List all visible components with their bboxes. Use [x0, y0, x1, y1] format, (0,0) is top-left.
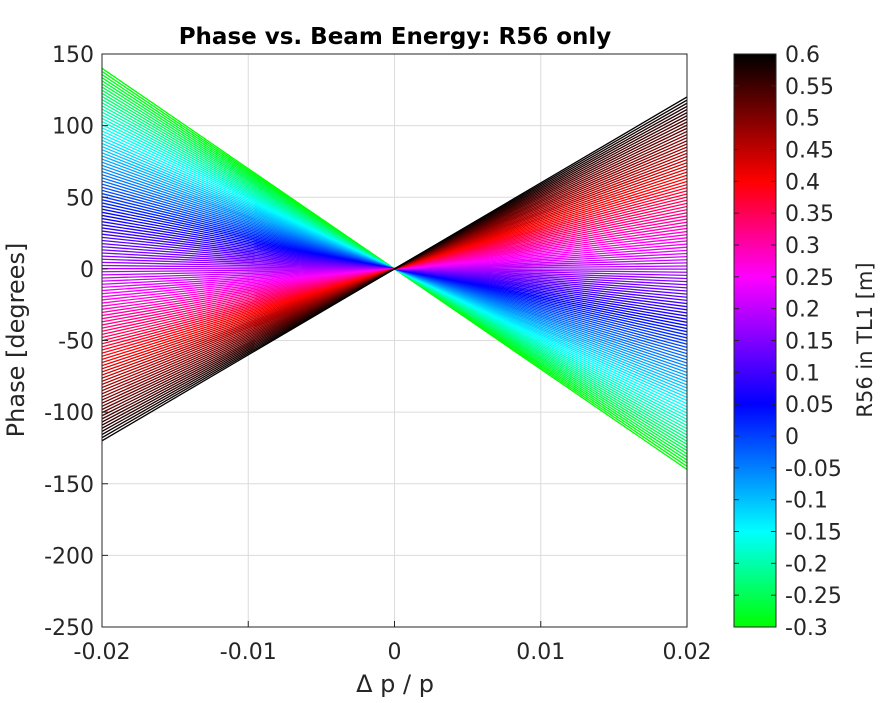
colorbar-tick-label: 0.4 — [785, 170, 820, 195]
colorbar-tick-label: 0.6 — [785, 43, 820, 68]
y-axis-ticks: -250 -200 -150 -100 -50 0 50 100 150 — [44, 43, 108, 641]
series-lines — [102, 67, 687, 470]
y-tick-label: 50 — [66, 186, 94, 211]
y-tick-label: 0 — [80, 258, 94, 283]
colorbar-tick-label: 0.2 — [785, 298, 820, 323]
x-tick-label: 0 — [388, 640, 402, 665]
colorbar-tick-label: -0.1 — [785, 489, 828, 514]
colorbar-tick-label: -0.05 — [785, 457, 842, 482]
colorbar-tick-label: 0.35 — [785, 202, 834, 227]
x-axis-label: Δ p / p — [356, 670, 434, 698]
colorbar — [733, 53, 777, 628]
y-tick-label: -150 — [44, 473, 94, 498]
colorbar-tick-label: 0.55 — [785, 75, 834, 100]
colorbar-ticks: 0.6 0.55 0.5 0.45 0.4 0.35 0.3 0.25 0.2 0.15 0.1 0.… — [734, 43, 842, 641]
colorbar-tick-label: 0 — [785, 425, 799, 450]
colorbar-tick-label: 0.15 — [785, 330, 834, 355]
colorbar-tick-label: -0.3 — [785, 616, 828, 641]
colorbar-tick-label: 0.1 — [785, 361, 820, 386]
x-tick-label: 0.02 — [663, 640, 712, 665]
chart-title: Phase vs. Beam Energy: R56 only — [179, 24, 612, 50]
x-tick-label: -0.01 — [220, 640, 277, 665]
colorbar-tick-label: 0.5 — [785, 107, 820, 132]
y-tick-label: -50 — [58, 330, 94, 355]
x-tick-label: -0.02 — [74, 640, 131, 665]
y-axis-label: Phase [degrees] — [2, 243, 30, 438]
colorbar-tick-label: -0.25 — [785, 584, 842, 609]
x-tick-label: 0.01 — [516, 640, 565, 665]
colorbar-tick-label: 0.05 — [785, 393, 834, 418]
colorbar-tick-label: 0.25 — [785, 266, 834, 291]
colorbar-tick-label: 0.3 — [785, 234, 820, 259]
y-tick-label: 100 — [52, 115, 94, 140]
y-tick-label: 150 — [52, 43, 94, 68]
colorbar-label: R56 in TL1 [m] — [853, 262, 877, 417]
y-tick-label: -250 — [44, 616, 94, 641]
colorbar-tick-label: -0.2 — [785, 552, 828, 577]
series-line — [102, 96, 687, 442]
y-tick-label: -200 — [44, 544, 94, 569]
y-tick-label: -100 — [44, 401, 94, 426]
colorbar-tick-label: -0.15 — [785, 521, 842, 546]
x-axis-ticks: -0.02 -0.01 0 0.01 0.02 — [74, 621, 712, 665]
colorbar-tick-label: 0.45 — [785, 139, 834, 164]
